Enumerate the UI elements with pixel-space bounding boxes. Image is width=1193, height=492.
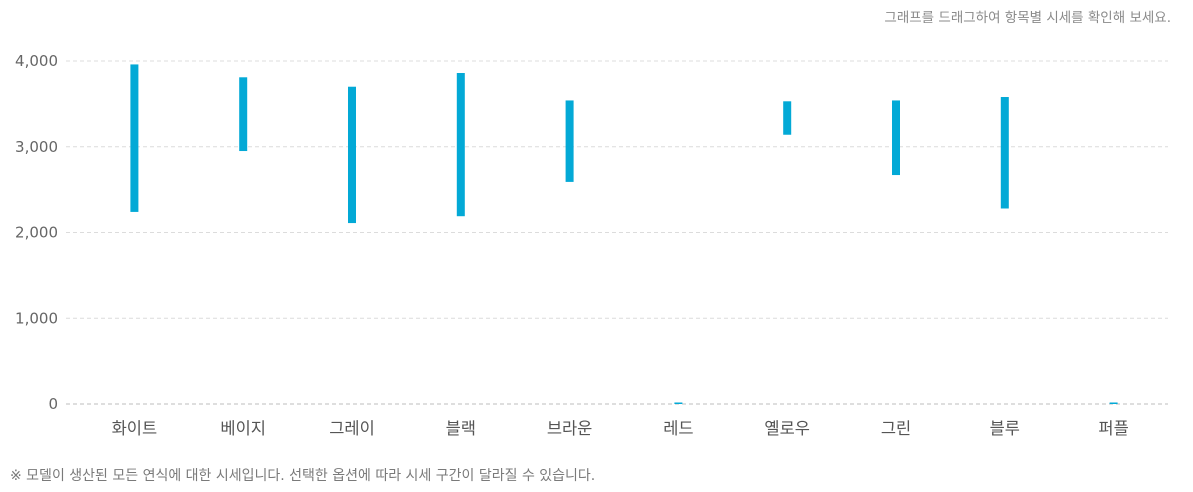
y-axis-tick-labels: 0 1,000 2,000 3,000 4,000	[15, 52, 58, 413]
price-range-chart[interactable]: 0 1,000 2,000 3,000 4,000 화이트 베이지 그레이 블랙 브라운 레드 옐로…	[0, 0, 1193, 460]
x-category-label: 브라운	[547, 419, 593, 438]
x-category-label: 베이지	[220, 419, 266, 438]
range-bar[interactable]	[783, 101, 792, 135]
grid-lines	[66, 60, 1168, 405]
range-bar[interactable]	[348, 86, 356, 224]
y-tick-label: 4,000	[15, 52, 58, 70]
x-category-label: 옐로우	[764, 419, 810, 438]
x-axis-category-labels: 화이트 베이지 그레이 블랙 브라운 레드 옐로우 그린 블루 퍼플	[112, 419, 1129, 438]
y-tick-label: 1,000	[15, 309, 58, 327]
price-footnote: ※ 모델이 생산된 모든 연식에 대한 시세입니다. 선택한 옵션에 따라 시세…	[10, 468, 596, 484]
range-bar[interactable]	[565, 100, 574, 182]
x-category-label: 화이트	[112, 419, 158, 438]
drag-hint-text: 그래프를 드래그하여 항목별 시세를 확인해 보세요.	[884, 10, 1171, 26]
range-bars[interactable]	[130, 64, 1118, 405]
y-tick-label: 0	[48, 395, 58, 413]
x-category-label: 퍼플	[1098, 419, 1128, 438]
range-bar[interactable]	[239, 77, 248, 152]
range-bar[interactable]	[1109, 402, 1118, 405]
x-category-label: 그린	[881, 419, 911, 438]
x-category-label: 블랙	[446, 419, 476, 438]
x-category-label: 그레이	[329, 419, 375, 438]
range-bar[interactable]	[130, 64, 139, 212]
y-tick-label: 2,000	[15, 224, 58, 242]
x-category-label: 레드	[663, 419, 693, 438]
x-category-label: 블루	[990, 419, 1020, 438]
y-tick-label: 3,000	[15, 138, 58, 156]
range-bar[interactable]	[674, 402, 683, 405]
range-bar[interactable]	[456, 73, 465, 217]
range-bar[interactable]	[1000, 97, 1009, 209]
range-bar[interactable]	[892, 100, 900, 176]
